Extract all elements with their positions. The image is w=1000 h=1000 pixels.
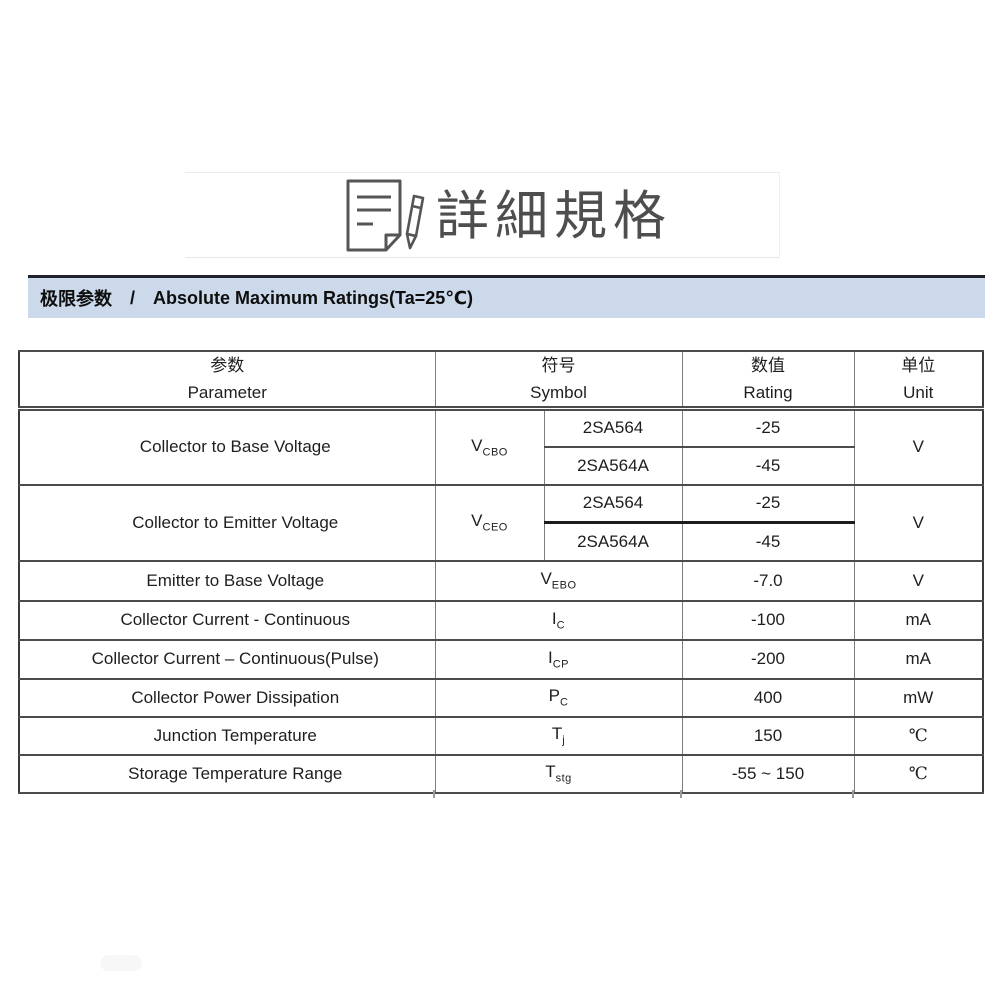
parameter-cell: Emitter to Base Voltage	[18, 559, 436, 602]
parameter-cell: Collector to Emitter Voltage	[18, 483, 436, 562]
col-header-unit: 单位 Unit	[853, 350, 984, 411]
col-header-symbol-en: Symbol	[530, 383, 587, 402]
col-header-unit-zh: 单位	[901, 356, 936, 375]
section-title-separator: /	[130, 287, 136, 308]
ratings-table: 参数 Parameter 符号 Symbol 数值 Rating 单位 Unit	[18, 350, 984, 794]
unit-cell: ℃	[853, 753, 984, 794]
parameter-cell: Collector Current – Continuous(Pulse)	[18, 638, 436, 680]
section-accent-line	[28, 275, 985, 278]
rating-cell: -45	[681, 446, 855, 486]
unit-cell: mW	[853, 677, 984, 718]
grid-line-stub	[680, 790, 682, 798]
title-block: 詳細規格	[340, 178, 672, 254]
parameter-cell: Storage Temperature Range	[18, 753, 436, 794]
symbol-cell: Tstg	[434, 753, 683, 794]
col-header-rating-en: Rating	[743, 383, 793, 402]
device-cell: 2SA564	[543, 407, 683, 448]
parameter-cell: Collector to Base Voltage	[18, 407, 436, 486]
device-cell: 2SA564A	[543, 446, 683, 486]
symbol-cell: VEBO	[434, 559, 683, 602]
symbol-base: P	[548, 686, 560, 706]
symbol-cell: VCBO	[434, 407, 545, 486]
ratings-table-container: 参数 Parameter 符号 Symbol 数值 Rating 单位 Unit	[18, 350, 984, 798]
symbol-subscript: C	[559, 696, 569, 709]
symbol-subscript: CBO	[482, 446, 508, 459]
rating-cell: -200	[681, 638, 855, 680]
rating-cell: 150	[681, 715, 855, 756]
table-row-cbo-a: Collector to Base Voltage VCBO 2SA564 -2…	[18, 407, 984, 486]
symbol-subscript: j	[562, 734, 566, 747]
col-header-rating-zh: 数值	[751, 356, 785, 375]
symbol-base: I	[547, 647, 553, 667]
document-pen-icon	[346, 179, 425, 252]
section-title-zh: 极限参数	[40, 289, 112, 309]
col-header-unit-en: Unit	[903, 383, 934, 402]
symbol-subscript: EBO	[551, 579, 577, 592]
symbol-base: T	[551, 724, 563, 744]
rating-cell: -45	[681, 521, 855, 562]
symbol-subscript: CP	[552, 658, 569, 671]
unit-cell: mA	[853, 638, 984, 680]
col-header-symbol-zh: 符号	[541, 356, 576, 375]
symbol-cell: VCEO	[434, 483, 545, 562]
rating-cell: -25	[681, 407, 855, 448]
table-header-row: 参数 Parameter 符号 Symbol 数值 Rating 单位 Unit	[18, 350, 984, 411]
table-row-cbo-b: 2SA564A -45	[19, 446, 983, 486]
parameter-cell: Collector Current - Continuous	[18, 599, 436, 641]
symbol-cell: IC	[434, 599, 683, 641]
table-row-tj: Junction Temperature Tj 150 ℃	[18, 715, 984, 756]
symbol-cell: Tj	[434, 715, 683, 756]
page-title: 詳細規格	[436, 186, 672, 246]
rating-cell: -7.0	[681, 559, 855, 602]
rating-cell: -25	[681, 483, 855, 524]
section-title-en: Absolute Maximum Ratings(Ta=25℃)	[153, 287, 474, 308]
symbol-base: V	[471, 436, 483, 456]
unit-cell: ℃	[853, 715, 984, 756]
table-row-ceo-a: Collector to Emitter Voltage VCEO 2SA564…	[18, 483, 984, 562]
device-cell: 2SA564A	[543, 521, 683, 562]
table-row-icp: Collector Current – Continuous(Pulse) IC…	[18, 638, 984, 680]
rating-cell: 400	[681, 677, 855, 718]
col-header-parameter: 参数 Parameter	[18, 350, 436, 411]
unit-cell: V	[853, 407, 984, 486]
symbol-base: I	[551, 608, 557, 628]
col-header-rating: 数值 Rating	[681, 350, 855, 411]
table-row-ic: Collector Current - Continuous IC -100 m…	[18, 599, 984, 641]
col-header-parameter-zh: 参数	[210, 356, 245, 375]
col-header-symbol: 符号 Symbol	[434, 350, 683, 411]
unit-cell: V	[853, 483, 984, 562]
unit-cell: mA	[853, 599, 984, 641]
table-row-ebo: Emitter to Base Voltage VEBO -7.0 V	[18, 559, 984, 602]
faint-watermark	[100, 955, 142, 971]
unit-cell: V	[853, 559, 984, 602]
symbol-subscript: CEO	[482, 521, 508, 534]
symbol-base: T	[545, 762, 556, 782]
symbol-cell: PC	[434, 677, 683, 718]
symbol-subscript: C	[556, 619, 566, 632]
rating-cell: -100	[681, 599, 855, 641]
symbol-base: V	[540, 569, 552, 589]
grid-line-stub	[433, 790, 435, 798]
grid-line-stub	[852, 790, 854, 798]
section-header-bar: 极限参数 / Absolute Maximum Ratings(Ta=25℃)	[28, 278, 985, 318]
table-row-ceo-b: 2SA564A -45	[19, 521, 983, 562]
table-row-tstg: Storage Temperature Range Tstg -55 ~ 150…	[18, 753, 984, 794]
symbol-subscript: stg	[555, 772, 572, 785]
parameter-cell: Collector Power Dissipation	[18, 677, 436, 718]
table-row-pc: Collector Power Dissipation PC 400 mW	[18, 677, 984, 718]
title-box	[185, 172, 780, 258]
symbol-base: V	[471, 511, 483, 531]
rating-cell: -55 ~ 150	[681, 753, 855, 794]
col-header-parameter-en: Parameter	[187, 383, 267, 402]
parameter-cell: Junction Temperature	[18, 715, 436, 756]
device-cell: 2SA564	[543, 483, 683, 524]
symbol-cell: ICP	[434, 638, 683, 680]
